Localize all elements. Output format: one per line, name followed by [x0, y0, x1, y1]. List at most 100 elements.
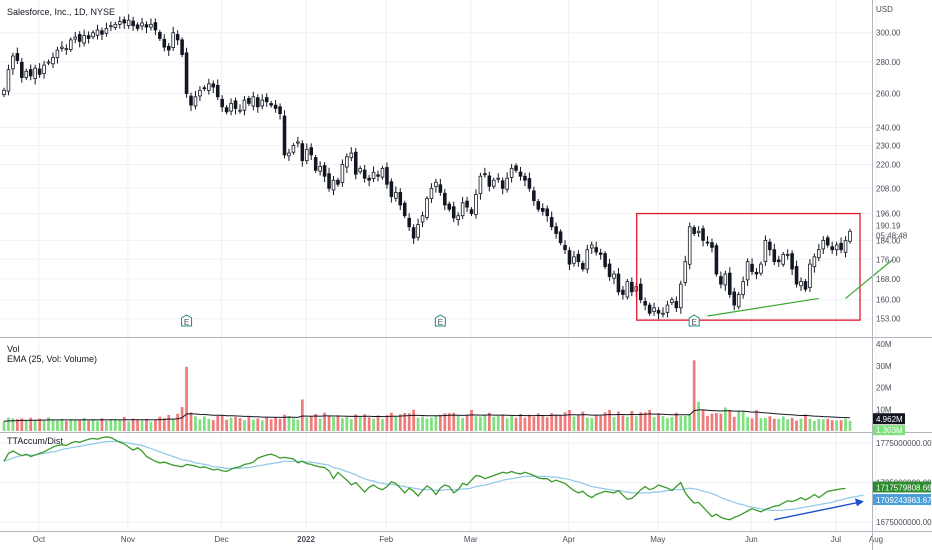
accum-line [3, 436, 846, 521]
volume-bar [416, 417, 420, 431]
candle-body [233, 100, 238, 109]
volume-bar [812, 420, 816, 431]
candle-body [46, 61, 51, 64]
candle-body [598, 252, 603, 255]
candle-body [523, 175, 527, 181]
volume-bar [550, 413, 554, 431]
earnings-marker [181, 314, 193, 327]
volume-bar [772, 418, 776, 431]
candle-body [745, 261, 750, 281]
volume-bar [385, 415, 389, 431]
accum-ma-value: 1709243963.67 [876, 496, 932, 505]
candle-body [367, 177, 371, 181]
candle-body [616, 273, 621, 293]
x-tick-label: 2022 [297, 535, 315, 544]
candle-body [696, 230, 701, 234]
candle-body [11, 55, 15, 70]
candle-body [198, 89, 202, 97]
volume-tick-label: 20M [876, 384, 892, 393]
candle-body [251, 96, 256, 107]
volume-bar [296, 419, 300, 431]
volume-bar [666, 418, 669, 431]
volume-bar [759, 418, 763, 431]
candle-body [291, 145, 296, 153]
candle-body [447, 203, 452, 210]
candle-body [327, 173, 331, 189]
candle-body [398, 192, 403, 206]
symbol-title: Salesforce, Inc., 1D, NYSE [7, 7, 115, 17]
candle-body [340, 164, 345, 183]
candle-body [630, 282, 634, 293]
volume-bar [585, 417, 589, 431]
candle-body [514, 165, 518, 171]
x-tick-label: Feb [379, 535, 393, 544]
candle-body [460, 202, 465, 217]
candle-body [750, 263, 754, 272]
volume-bar [207, 418, 211, 431]
volume-bar [51, 419, 55, 431]
candle-body [60, 46, 64, 49]
candle-body [483, 173, 487, 176]
candle-body [407, 217, 411, 228]
countdown-label: 05:48:48 [876, 231, 908, 240]
volume-bar [403, 412, 407, 431]
volume-bar [617, 411, 620, 431]
candle-body [434, 181, 438, 188]
candle-body [91, 32, 95, 38]
candle-body [149, 23, 153, 28]
candle-body [336, 179, 340, 185]
volume-bar [398, 414, 402, 431]
candle-body [6, 69, 11, 92]
volume-bar [20, 418, 24, 431]
price-tick-label: 240.00 [876, 124, 901, 133]
volume-tick-label: 40M [876, 340, 892, 349]
accum-ma-tag [873, 494, 931, 506]
volume-bar [568, 409, 571, 431]
volume-bar [407, 413, 411, 431]
volume-bar [7, 417, 10, 431]
x-tick-label: Apr [563, 535, 576, 544]
volume-bar [590, 417, 594, 431]
volume-bar [786, 419, 790, 431]
volume-bar [817, 419, 821, 431]
candle-body [224, 107, 229, 113]
candle-body [180, 39, 184, 55]
volume-bar [839, 420, 843, 431]
candle-body [683, 261, 688, 283]
volume-bar [434, 415, 438, 431]
volume-bar [474, 416, 478, 431]
volume-ema-tag [873, 413, 905, 425]
candle-body [189, 95, 193, 106]
volume-bar [768, 416, 772, 431]
volume-last-tag [873, 425, 905, 436]
accum-last-tag [873, 481, 931, 493]
candle-body [727, 272, 732, 295]
volume-bar [292, 418, 295, 431]
volume-bar [145, 418, 148, 431]
candle-body [144, 24, 149, 28]
ema-pane-label: EMA (25, Vol: Volume) [7, 354, 97, 364]
volume-bar [674, 412, 678, 431]
volume-bar [536, 413, 540, 431]
candle-body [638, 283, 643, 301]
candle-body [345, 156, 349, 168]
candle-body [28, 69, 33, 77]
volume-bar [501, 414, 505, 431]
candle-body [220, 98, 224, 108]
candle-body [247, 98, 251, 104]
candle-body [812, 256, 817, 268]
volume-bar [309, 416, 313, 431]
volume-bar [2, 421, 6, 431]
candle-body [15, 53, 20, 61]
candle-body [171, 32, 175, 48]
x-tick-label: Jul [831, 535, 841, 544]
candle-body [215, 84, 220, 98]
candle-body [73, 36, 78, 40]
volume-bar [848, 420, 852, 431]
candle-body [2, 89, 6, 95]
volume-bar [332, 417, 335, 431]
volume-bar [305, 417, 309, 431]
candle-body [429, 187, 434, 200]
candle-body [594, 247, 598, 253]
